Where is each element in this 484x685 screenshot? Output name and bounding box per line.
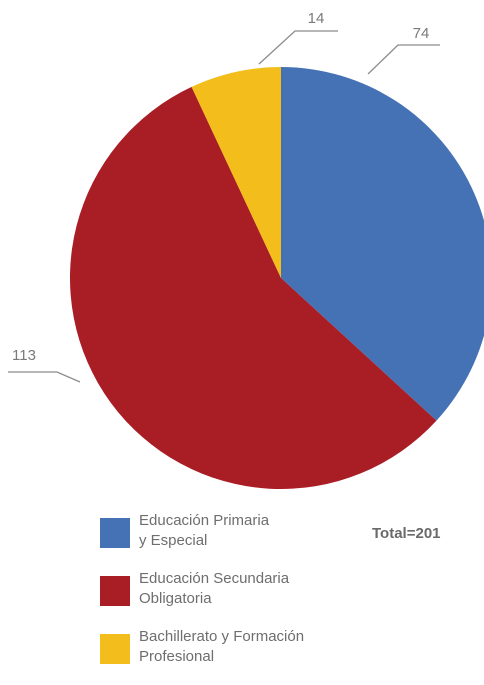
legend-swatch-primaria — [100, 518, 130, 548]
data-label-primaria: 74 — [413, 25, 430, 42]
legend-item-primaria: Educación Primaria y Especial — [100, 511, 360, 569]
pie-chart: 74 113 14 — [8, 10, 484, 490]
legend-label-secundaria: Educación Secundaria Obligatoria — [139, 570, 290, 607]
legend-label-bachillerato: Bachillerato y Formación Profesional — [139, 628, 305, 665]
leader-line-secundaria — [8, 371, 81, 383]
data-label-secundaria: 113 — [12, 347, 36, 364]
total-label: Total=201 — [372, 525, 441, 542]
pie-slice-bachillerato — [191, 67, 281, 278]
data-label-bachillerato: 14 — [308, 10, 325, 27]
pie-slices — [69, 67, 484, 490]
legend-item-secundaria: Educación Secundaria Obligatoria — [100, 569, 360, 627]
leader-line-primaria — [367, 44, 440, 75]
pie-slice-secundaria — [69, 86, 437, 490]
legend-label-primaria: Educación Primaria y Especial — [139, 512, 270, 549]
pie-data-labels: 74 113 14 — [8, 10, 440, 383]
legend: Educación Primaria y Especial Educación … — [100, 511, 360, 685]
pie-slice-primaria — [281, 67, 484, 421]
legend-item-bachillerato: Bachillerato y Formación Profesional — [100, 627, 360, 685]
leader-line-bachillerato — [258, 30, 338, 65]
legend-swatch-bachillerato — [100, 634, 130, 664]
legend-swatch-secundaria — [100, 576, 130, 606]
